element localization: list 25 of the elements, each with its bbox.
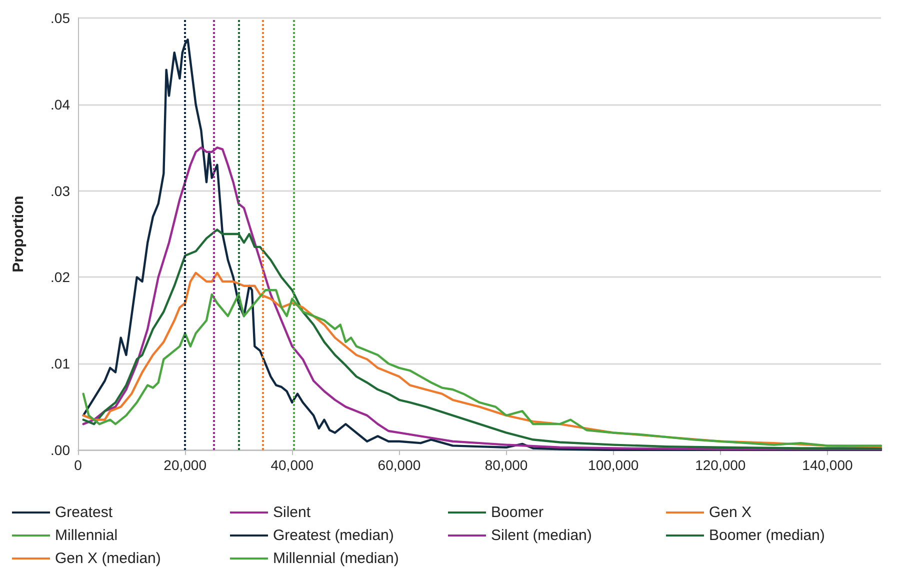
legend-label: Greatest (median) — [273, 527, 394, 544]
legend-label: Boomer — [491, 504, 544, 521]
legend-label: Millennial (median) — [273, 550, 399, 567]
x-tick-label: 40,000 — [270, 457, 314, 473]
legend-label: Greatest — [55, 504, 114, 521]
legend-label: Silent — [273, 504, 312, 521]
y-tick-label: .01 — [50, 356, 70, 372]
legend-label: Gen X (median) — [55, 550, 161, 567]
x-tick-label: 100,000 — [588, 457, 639, 473]
y-tick-label: .02 — [50, 269, 70, 286]
y-tick-label: .05 — [50, 10, 70, 26]
x-tick-label: 60,000 — [378, 457, 421, 473]
legend-label: Silent (median) — [491, 527, 592, 544]
x-tick-label: 140,000 — [802, 457, 853, 473]
legend-label: Gen X — [709, 504, 752, 521]
x-tick-label: 80,000 — [484, 457, 528, 473]
x-tick-label: 0 — [74, 457, 82, 473]
x-tick-label: 20,000 — [164, 457, 207, 473]
y-tick-label: .03 — [50, 182, 70, 199]
y-tick-label: .00 — [50, 442, 70, 458]
legend-label: Boomer (median) — [709, 527, 825, 544]
legend-label: Millennial — [55, 527, 118, 544]
y-axis-title: Proportion — [10, 196, 27, 272]
x-tick-label: 120,000 — [695, 457, 746, 473]
y-tick-label: .04 — [50, 96, 70, 112]
